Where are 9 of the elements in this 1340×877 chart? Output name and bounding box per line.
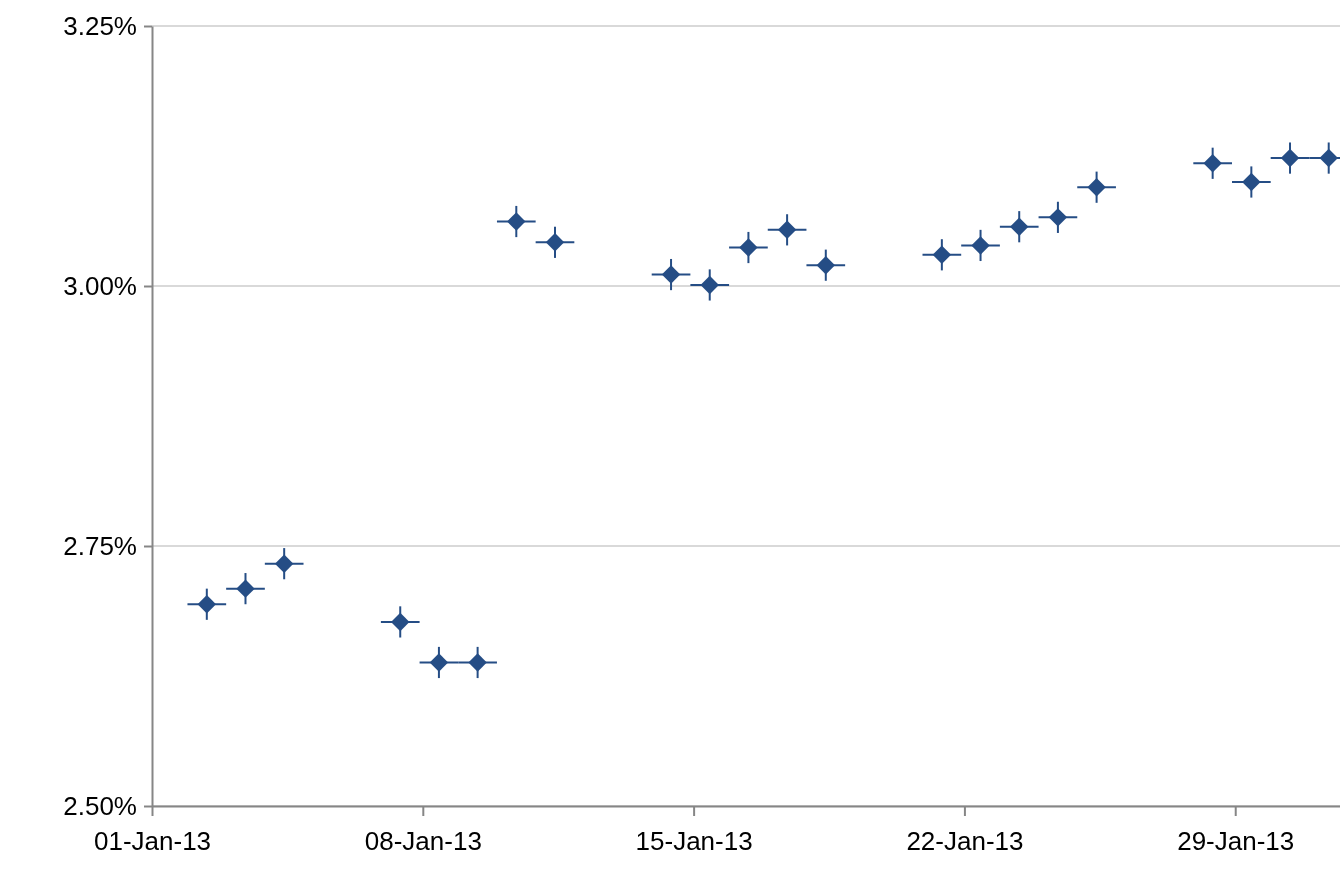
y-tick-label: 2.75% (63, 530, 137, 561)
y-tick-label: 2.50% (63, 790, 137, 821)
x-tick-label: 01-Jan-13 (93, 826, 212, 857)
x-tick-label: 15-Jan-13 (635, 826, 753, 857)
y-tick-label: 3.00% (63, 270, 137, 301)
x-tick-label: 22-Jan-13 (906, 826, 1024, 857)
x-tick-label: 29-Jan-13 (1177, 826, 1295, 857)
x-tick-label: 08-Jan-13 (364, 826, 482, 857)
y-tick-label: 3.25% (63, 10, 137, 41)
